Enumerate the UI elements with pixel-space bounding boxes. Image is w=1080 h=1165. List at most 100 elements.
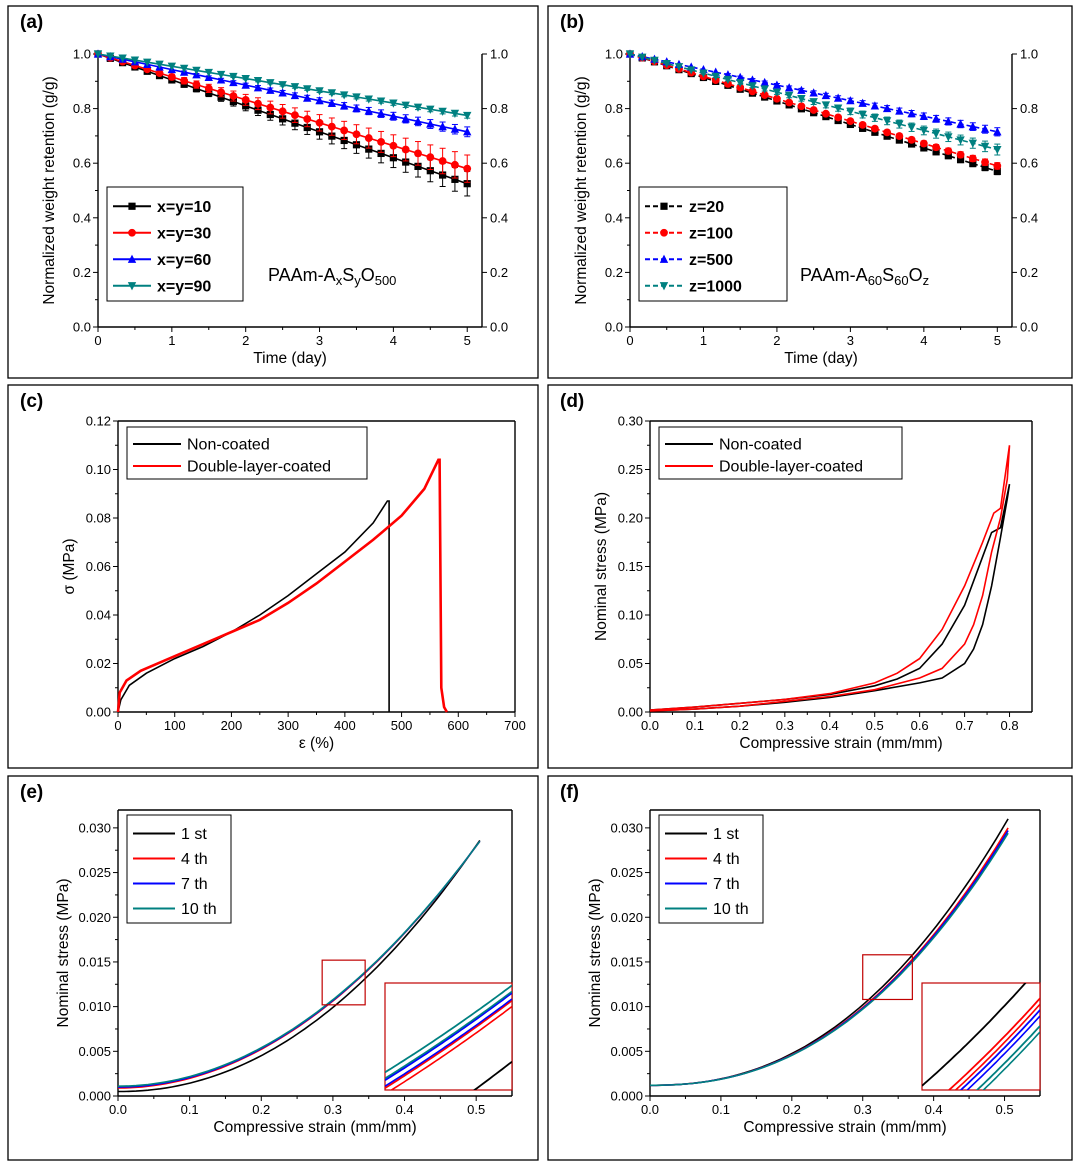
y-axis-label: Nominal stress (MPa) [587, 879, 604, 1028]
legend-label: 4 th [181, 851, 208, 868]
data-point [279, 115, 287, 123]
legend-label: x=y=10 [157, 199, 211, 216]
legend-label: 4 th [713, 851, 740, 868]
y-tick-label: 0.6 [605, 156, 623, 171]
data-point [303, 123, 311, 132]
x-tick-label: 0.0 [109, 1102, 127, 1117]
data-point [858, 120, 867, 129]
data-point [339, 91, 349, 100]
x-axis-label: Compressive strain (mm/mm) [739, 735, 942, 752]
inset-box [921, 982, 1041, 1091]
legend-label: 7 th [713, 876, 740, 893]
legend-label: z=1000 [689, 278, 742, 295]
data-point [463, 111, 472, 121]
data-point [303, 115, 312, 123]
x-tick-label: 0 [626, 333, 633, 348]
series-3 [625, 50, 1002, 156]
data-point [981, 163, 989, 172]
right-y-tick-label: 0.6 [490, 156, 508, 171]
data-point [993, 167, 1001, 175]
annotation-part: 60 [894, 273, 908, 288]
x-axis-label: Compressive strain (mm/mm) [743, 1119, 946, 1136]
y-tick-label: 1.0 [73, 47, 91, 62]
x-tick-label: 0.5 [467, 1102, 485, 1117]
legend-label: x=y=60 [157, 252, 211, 269]
y-tick-label: 0.0 [73, 320, 91, 335]
panel-d: (d) 0.0 0.1 0.2 0.3 0.4 0.5 0.6 0.7 0.8 0.00 0.05 0.… [547, 384, 1073, 769]
y-tick-label: 0.030 [78, 820, 111, 835]
data-point [907, 135, 916, 144]
panel-frame [7, 775, 539, 1161]
data-point [993, 162, 1002, 170]
data-point [364, 134, 373, 142]
panel-frame [547, 775, 1073, 1161]
right-y-tick-label: 0.2 [1020, 265, 1038, 280]
y-tick-label: 0.2 [605, 265, 623, 280]
data-point [389, 111, 398, 120]
y-tick-label: 0.00 [618, 705, 643, 720]
y-tick-label: 0.005 [610, 1044, 643, 1059]
data-point [932, 148, 940, 156]
x-tick-label: 3 [847, 333, 854, 348]
data-point [241, 80, 250, 89]
data-point [450, 124, 460, 133]
data-point [858, 98, 867, 107]
x-tick-label: 700 [504, 718, 526, 733]
data-point [377, 138, 385, 146]
data-point [414, 162, 422, 170]
x-tick-label: 0.4 [925, 1102, 943, 1117]
data-point [328, 132, 336, 140]
data-point [340, 136, 348, 145]
data-point [760, 85, 769, 94]
legend-marker [127, 254, 137, 263]
data-point [229, 92, 238, 100]
data-point [179, 64, 189, 73]
y-tick-label: 0.15 [618, 559, 643, 574]
data-point [118, 54, 127, 63]
series-2 [93, 49, 472, 138]
data-point [426, 153, 435, 162]
data-point [167, 62, 177, 71]
data-point [919, 126, 929, 136]
data-point [376, 109, 386, 118]
data-point [785, 98, 794, 107]
data-point [266, 79, 275, 88]
data-point [711, 72, 720, 81]
y-tick-label: 0.0 [605, 320, 623, 335]
series-3 [93, 50, 472, 121]
data-point [723, 75, 733, 85]
data-point [450, 109, 460, 118]
data-point [439, 171, 447, 179]
x-tick-label: 0.8 [1000, 718, 1018, 733]
data-point [389, 154, 397, 162]
data-point [687, 66, 696, 75]
data-point [931, 114, 941, 123]
data-point [291, 119, 299, 127]
inset-series-unload-1 [954, 1003, 1040, 1090]
annotation: PAAm-A60S60Oz [800, 265, 929, 288]
data-point [907, 123, 916, 132]
data-point [413, 116, 423, 126]
legend-label: x=y=30 [157, 225, 211, 242]
data-point [352, 130, 361, 139]
annotation: PAAm-AxSyO500 [268, 265, 396, 288]
legend-label: x=y=90 [157, 278, 211, 295]
panel-e: (e) 0.0 0.1 0.2 0.3 0.4 0.5 0.000 0.005 0.010 0.01… [7, 775, 539, 1161]
annotation-part: PAAm-A [800, 265, 868, 285]
data-point [846, 117, 855, 126]
x-tick-label: 0.1 [686, 718, 704, 733]
x-axis-label: Time (day) [784, 350, 858, 367]
data-point [192, 66, 201, 75]
y-tick-label: 0.005 [78, 1044, 111, 1059]
data-point [956, 136, 965, 145]
data-point [303, 85, 312, 94]
legend-label: 7 th [181, 876, 208, 893]
data-point [155, 60, 164, 69]
x-tick-label: 0.1 [181, 1102, 199, 1117]
inset-series-unload-3 [385, 990, 512, 1079]
annotation-part: 500 [375, 273, 397, 288]
x-tick-label: 500 [391, 718, 413, 733]
data-point [944, 152, 952, 160]
legend-label: z=100 [689, 225, 733, 242]
data-point [931, 130, 941, 139]
